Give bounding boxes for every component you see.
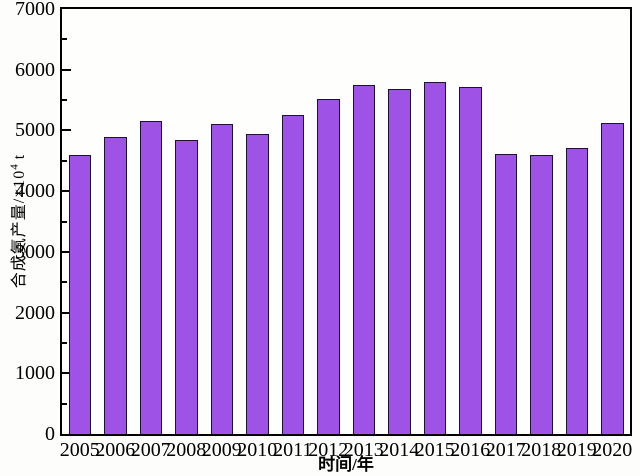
y-axis-minor-tick [62,341,67,344]
y-axis-minor-tick [62,402,67,405]
x-tick-label-2014: 2014 [379,439,420,461]
y-axis-minor-tick [62,281,67,284]
x-tick-label-2005: 2005 [59,439,100,461]
bar-2015 [423,81,446,434]
bar-2012 [317,99,340,434]
y-tick-label-6000: 6000 [15,58,55,81]
x-tick-label-2011: 2011 [273,439,313,461]
x-tick-label-2017: 2017 [485,439,526,461]
y-axis-major-tick [62,68,71,71]
x-tick-label-2010: 2010 [237,439,278,461]
bar-2013 [352,84,375,434]
x-tick-label-2013: 2013 [343,439,384,461]
y-tick-label-5000: 5000 [15,119,55,142]
bar-2016 [459,86,482,434]
bar-2014 [388,88,411,434]
y-axis-minor-tick [62,99,67,102]
y-axis-minor-tick [62,220,67,223]
y-axis-title-exponent: 4 [8,164,21,170]
y-axis-minor-tick [62,38,67,41]
plot-area [60,7,632,436]
bar-2006 [104,137,127,434]
y-axis-major-tick [62,311,71,314]
y-axis-major-tick [62,250,71,253]
bar-2007 [139,120,162,434]
x-tick-label-2016: 2016 [450,439,491,461]
bar-2011 [281,114,304,434]
x-tick-label-2008: 2008 [166,439,207,461]
y-axis-major-tick [62,129,71,132]
y-axis-title: 合成氨产量/×104 t [5,154,29,288]
y-axis-major-tick [62,190,71,193]
bar-2020 [601,122,624,434]
x-tick-label-2012: 2012 [308,439,349,461]
y-axis-title-unit: t [11,153,28,165]
bar-2019 [565,148,588,434]
x-tick-label-2007: 2007 [130,439,171,461]
y-axis-major-tick [62,372,71,375]
x-tick-label-2006: 2006 [95,439,136,461]
x-tick-label-2020: 2020 [592,439,633,461]
y-tick-label-7000: 7000 [15,0,55,20]
bar-2010 [246,134,269,434]
bar-2017 [494,154,517,434]
bar-2009 [210,123,233,434]
y-tick-label-4000: 4000 [15,180,55,203]
x-tick-label-2019: 2019 [556,439,597,461]
x-axis-title: 时间/年 [318,455,374,474]
x-tick-label-2018: 2018 [521,439,562,461]
y-tick-label-3000: 3000 [15,240,55,263]
bar-2008 [175,140,198,434]
y-tick-label-0: 0 [45,423,55,445]
y-tick-label-1000: 1000 [15,362,55,385]
x-tick-label-2009: 2009 [201,439,242,461]
bar-2005 [68,155,91,434]
y-axis-minor-tick [62,159,67,162]
y-tick-label-2000: 2000 [15,301,55,324]
bar-2018 [530,155,553,434]
x-tick-label-2015: 2015 [414,439,455,461]
y-axis-title-text: 合成氨产量/×10 [11,169,28,289]
